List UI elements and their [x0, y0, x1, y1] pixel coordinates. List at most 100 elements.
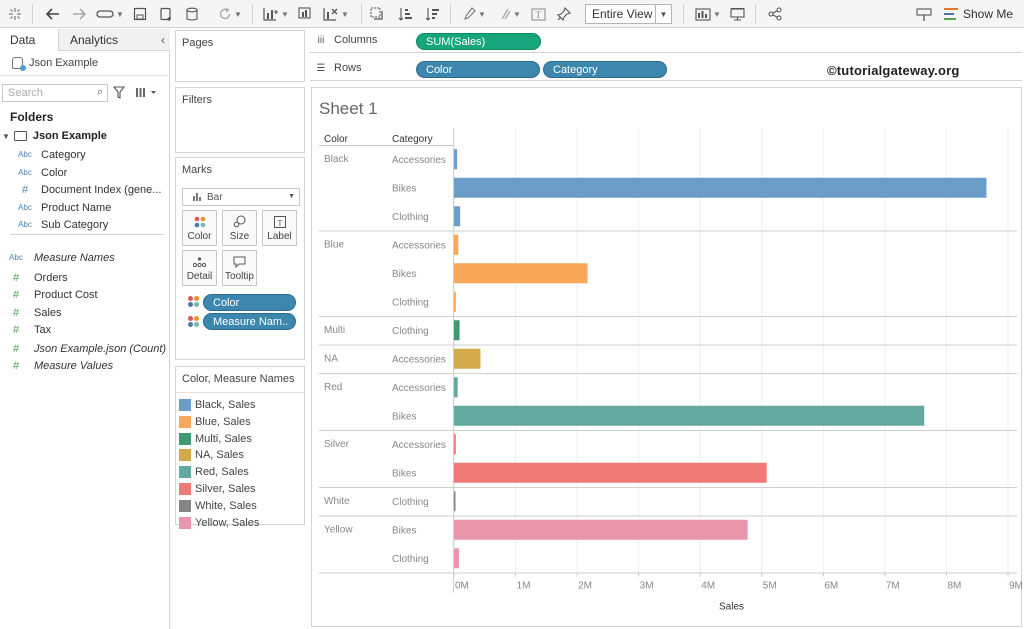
detail-icon: [193, 257, 206, 268]
show-me-label: Show Me: [963, 7, 1014, 21]
filters-card[interactable]: Filters: [175, 87, 305, 153]
tableau-logo-icon[interactable]: [6, 2, 24, 26]
color-group-label: NA: [324, 354, 338, 365]
legend-label: Blue, Sales: [195, 415, 251, 428]
legend-item[interactable]: Black, Sales: [179, 397, 256, 413]
legend-item[interactable]: Silver, Sales: [179, 481, 256, 497]
legend-item[interactable]: Yellow, Sales: [179, 515, 259, 531]
marks-label-button[interactable]: T Label: [262, 210, 297, 246]
number-type-icon: #: [12, 306, 20, 319]
field-document-index[interactable]: # Document Index (gene...: [0, 181, 170, 198]
redo-icon[interactable]: [69, 2, 89, 26]
x-tick-label: 4M: [701, 581, 715, 592]
sort-descending-icon[interactable]: [423, 2, 441, 26]
tab-analytics[interactable]: Analytics: [59, 29, 170, 51]
category-label: Clothing: [392, 554, 429, 565]
mark-type-label: Bar: [207, 191, 223, 203]
highlight-icon[interactable]: ▼: [460, 2, 490, 26]
color-pill[interactable]: Color: [203, 294, 296, 311]
undo-icon[interactable]: [43, 2, 63, 26]
field-color[interactable]: Abc Color: [0, 164, 170, 181]
share-icon[interactable]: [766, 2, 784, 26]
field-category[interactable]: Abc Category: [0, 146, 170, 163]
field-measure-names[interactable]: Abc Measure Names: [0, 249, 170, 266]
category-label: Bikes: [392, 526, 416, 537]
x-tick-label: 8M: [947, 581, 961, 592]
x-tick-label: 6M: [824, 581, 838, 592]
field-sales[interactable]: # Sales: [0, 304, 170, 321]
datasource-icon: [12, 57, 26, 71]
size-icon: [233, 215, 246, 228]
category-label: Bikes: [392, 269, 416, 280]
presentation-mode-icon[interactable]: [728, 2, 746, 26]
category-row-pill[interactable]: Category: [543, 61, 667, 78]
sum-sales-pill[interactable]: SUM(Sales): [416, 33, 541, 50]
x-tick-label: 1M: [517, 581, 531, 592]
folders-label: Folders: [10, 110, 54, 124]
field-product-cost[interactable]: # Product Cost: [0, 286, 170, 303]
legend-label: White, Sales: [195, 499, 257, 512]
rows-shelf[interactable]: ☰ Rows Color Category: [310, 57, 1022, 81]
datasource-folder[interactable]: ▼ Json Example: [2, 130, 107, 142]
color-group-label: Silver: [324, 439, 350, 450]
show-cards-icon[interactable]: ▼: [692, 2, 724, 26]
pause-updates-icon[interactable]: [183, 2, 201, 26]
field-product-name[interactable]: Abc Product Name: [0, 199, 170, 216]
string-type-icon: Abc: [18, 203, 32, 212]
show-mark-labels-icon[interactable]: T: [529, 2, 547, 26]
clear-sheet-icon[interactable]: ▼: [320, 2, 352, 26]
new-worksheet-icon[interactable]: ▼: [260, 2, 292, 26]
field-measure-values[interactable]: # Measure Values: [0, 357, 170, 374]
marks-tooltip-button[interactable]: Tooltip: [222, 250, 257, 286]
refresh-icon[interactable]: ▼: [214, 2, 246, 26]
field-name: Measure Values: [34, 359, 114, 372]
field-orders[interactable]: # Orders: [0, 269, 170, 286]
legend-item[interactable]: White, Sales: [179, 498, 257, 514]
legend-item[interactable]: Multi, Sales: [179, 431, 252, 447]
bar-mark-icon: [193, 193, 201, 201]
bar: [454, 405, 925, 426]
x-tick-label: 3M: [640, 581, 654, 592]
fit-view-select[interactable]: Entire View ▼: [585, 4, 672, 24]
field-sub-category[interactable]: Abc Sub Category: [0, 216, 170, 233]
marks-size-button[interactable]: Size: [222, 210, 257, 246]
field-count[interactable]: # Json Example.json (Count): [0, 340, 170, 357]
marks-detail-button[interactable]: Detail: [182, 250, 217, 286]
tab-data[interactable]: Data: [0, 29, 59, 51]
search-input[interactable]: Search ⌕: [2, 84, 108, 102]
columns-shelf[interactable]: iii Columns SUM(Sales): [310, 29, 1022, 53]
measure-names-pill[interactable]: Measure Nam..: [203, 313, 296, 330]
row-header-color: Color: [324, 134, 349, 145]
pages-card[interactable]: Pages: [175, 30, 305, 82]
legend-title: Color, Measure Names: [182, 373, 295, 385]
legend-swatch: [179, 483, 191, 495]
legend-item[interactable]: Blue, Sales: [179, 414, 251, 430]
legend-item[interactable]: Red, Sales: [179, 464, 249, 480]
svg-text:T: T: [535, 10, 541, 20]
group-members-icon[interactable]: ▼: [495, 2, 525, 26]
fix-axes-icon[interactable]: [555, 2, 573, 26]
swap-rows-columns-icon[interactable]: [368, 2, 386, 26]
field-tax[interactable]: # Tax: [0, 321, 170, 338]
color-group-label: White: [324, 496, 350, 507]
tooltip-label: Tooltip: [225, 271, 254, 282]
duplicate-sheet-icon[interactable]: [297, 2, 315, 26]
datasource-menu-icon[interactable]: ▼: [95, 2, 125, 26]
tooltip-bookmark-icon[interactable]: [914, 2, 934, 26]
bar: [454, 548, 459, 569]
datasource-row[interactable]: Json Example: [12, 57, 98, 71]
marks-color-button[interactable]: Color: [182, 210, 217, 246]
sum-sales-pill-label: SUM(Sales): [426, 35, 486, 48]
show-me-button[interactable]: Show Me: [944, 4, 1013, 24]
color-row-pill[interactable]: Color: [416, 61, 540, 78]
legend-item[interactable]: NA, Sales: [179, 447, 244, 463]
sort-ascending-icon[interactable]: [396, 2, 414, 26]
filter-icon[interactable]: [113, 86, 125, 99]
save-icon[interactable]: [131, 2, 149, 26]
mark-type-select[interactable]: Bar ▼: [182, 188, 300, 206]
field-view-icon[interactable]: [135, 87, 157, 99]
new-datasource-icon[interactable]: [157, 2, 175, 26]
size-label: Size: [229, 231, 250, 242]
collapse-pane-icon[interactable]: ‹: [161, 33, 165, 47]
rows-shelf-label: ☰ Rows: [316, 62, 362, 74]
